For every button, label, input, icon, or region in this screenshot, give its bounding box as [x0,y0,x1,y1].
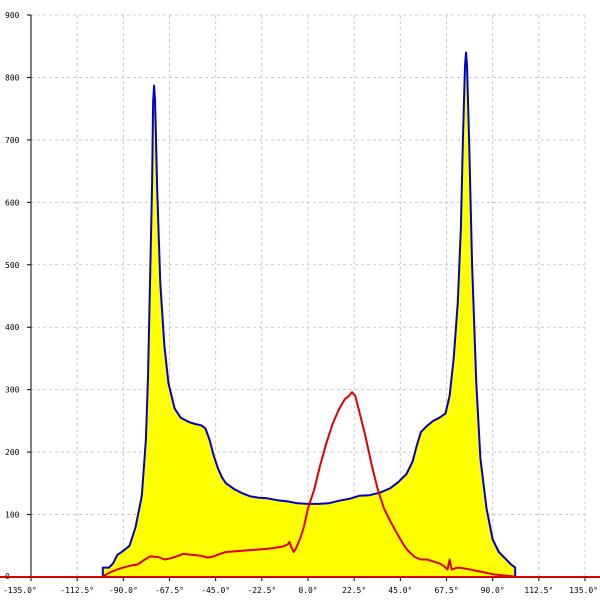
x-tick-label: -67.5° [155,586,184,595]
y-tick-label: 400 [5,323,20,332]
axes [27,14,586,581]
x-tick-label: -112.5° [60,586,94,595]
series-1-line [20,391,596,578]
y-tick-label: 700 [5,136,20,145]
plot-area [20,51,596,578]
x-tick-label: 135.0° [569,586,598,595]
x-tick-label: -22.5° [247,586,276,595]
series-0-line [101,51,517,577]
x-tick-label: -45.0° [201,586,230,595]
x-tick-label: 67.5° [434,586,458,595]
x-tick-label: -90.0° [109,586,138,595]
grid [31,14,586,577]
y-tick-labels: 0100200300400500600700800900 [5,11,20,581]
x-tick-label: -135.0° [3,586,37,595]
y-tick-label: 900 [5,11,20,20]
y-tick-label: 100 [5,511,20,520]
series-0-area [102,52,516,577]
x-tick-label: 45.0° [388,586,412,595]
y-tick-label: 600 [5,198,20,207]
y-tick-label: 300 [5,386,20,395]
y-tick-label: 800 [5,73,20,82]
y-tick-label: 200 [5,448,20,457]
y-tick-label: 500 [5,261,20,270]
x-tick-label: 112.5° [524,586,553,595]
x-tick-label: 22.5° [342,586,366,595]
x-tick-labels: -135.0° -112.5° -90.0° -67.5° -45.0° -22.5° 0.… [3,586,598,595]
x-tick-label: 0.0° [298,586,317,595]
x-tick-label: 90.0° [481,586,505,595]
